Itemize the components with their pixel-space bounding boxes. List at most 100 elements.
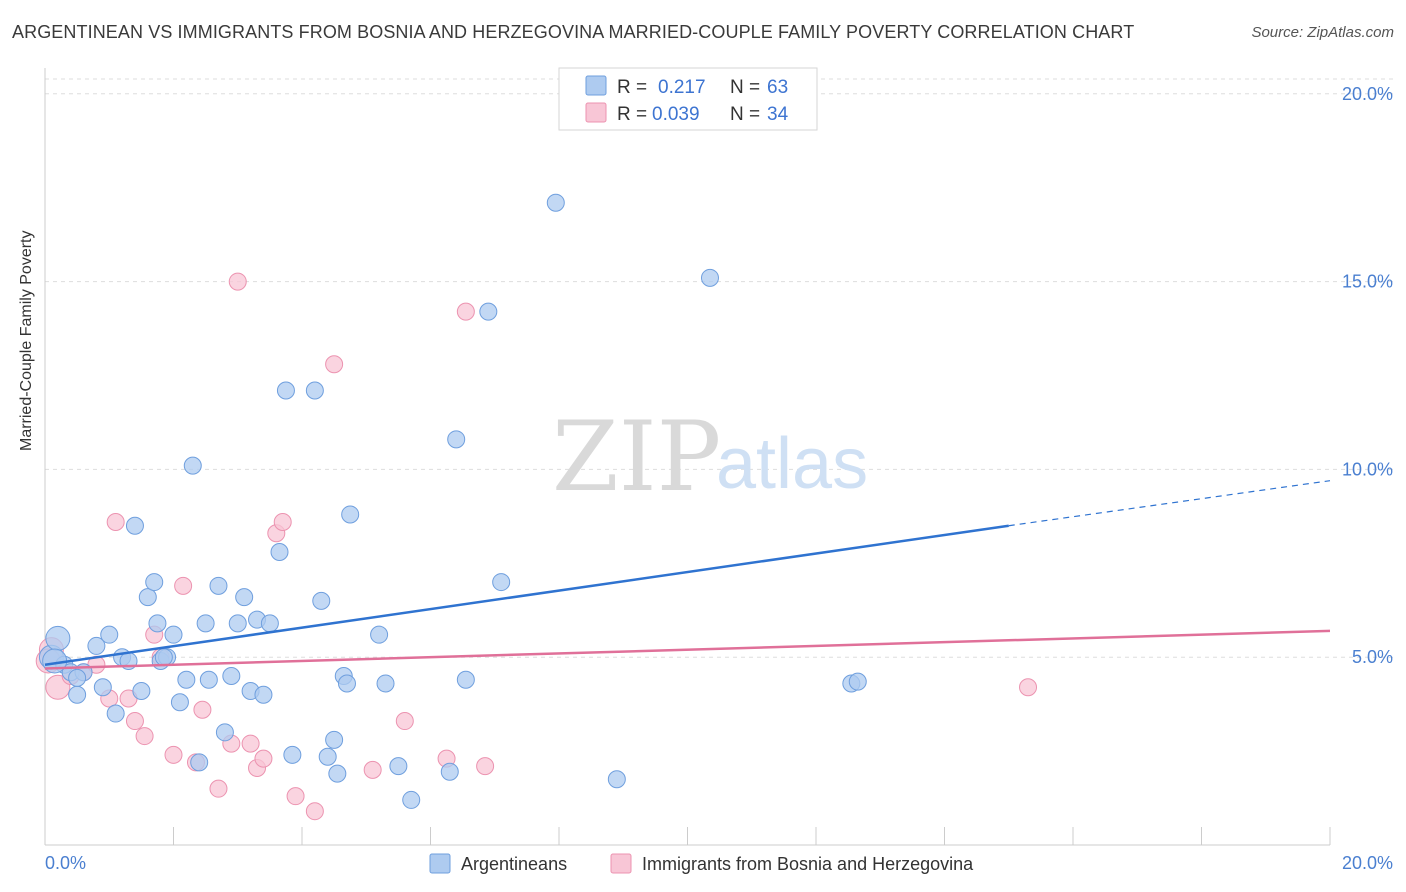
argentinean-point — [276, 381, 295, 400]
argentinean-point — [138, 588, 157, 607]
bosnia-point — [209, 779, 228, 798]
argentinean-point — [183, 456, 202, 475]
bosnia-point — [228, 272, 247, 291]
trend-lines — [44, 480, 1331, 670]
argentinean-point — [341, 505, 360, 524]
series-bosnia-points — [35, 272, 1038, 821]
argentinean-point — [492, 573, 511, 592]
bosnia-point — [241, 734, 260, 753]
argentinean-point — [164, 625, 183, 644]
argentinean-point — [479, 302, 498, 321]
argentinean-point — [607, 770, 626, 789]
argentinean-point — [318, 747, 337, 766]
argentinean-point — [546, 193, 565, 212]
legend-n-label-2: N = — [730, 104, 760, 125]
bottom-legend-label-bosnia: Immigrants from Bosnia and Herzegovina — [642, 854, 974, 874]
series-legend: Argentineans Immigrants from Bosnia and … — [429, 853, 974, 874]
legend-r-value-2: 0.039 — [652, 104, 700, 125]
bosnia-point — [273, 512, 292, 531]
argentinean-point — [376, 674, 395, 693]
x-tick-label-0: 0.0% — [45, 853, 86, 873]
bosnia-point — [193, 700, 212, 719]
argentinean-point — [254, 685, 273, 704]
grid-lines — [45, 78, 1395, 658]
bosnia-point — [305, 802, 324, 821]
argentinean-point — [148, 614, 167, 633]
argentinean-point — [154, 648, 173, 667]
bosnia-point — [135, 727, 154, 746]
argentinean-point — [312, 591, 331, 610]
argentinean-point — [222, 666, 241, 685]
argentinean-point — [305, 381, 324, 400]
bosnia-trend-line — [44, 629, 1331, 670]
legend-swatch-bosnia — [585, 102, 607, 123]
argentinean-point — [370, 625, 389, 644]
bosnia-point — [174, 576, 193, 595]
y-tick-label-3: 20.0% — [1342, 84, 1393, 104]
argentinean-point — [68, 685, 87, 704]
argentinean-point — [87, 636, 106, 655]
chart-title: ARGENTINEAN VS IMMIGRANTS FROM BOSNIA AN… — [12, 22, 1135, 42]
argentinean-point — [235, 588, 254, 607]
axes — [44, 68, 1331, 846]
bosnia-point — [325, 355, 344, 374]
argentinean-point — [337, 674, 356, 693]
bosnia-point — [395, 712, 414, 731]
argentinean-point — [68, 668, 87, 687]
argentinean-point — [93, 678, 112, 697]
argentinean-point — [700, 268, 719, 287]
tick-labels: 5.0% 10.0% 15.0% 20.0% 0.0% 20.0% — [45, 84, 1393, 873]
argentinean-point — [215, 723, 234, 742]
argentinean-point — [283, 745, 302, 764]
bosnia-point — [125, 712, 144, 731]
argentinean-point — [209, 576, 228, 595]
bosnia-point — [286, 787, 305, 806]
legend-n-value-1: 63 — [767, 77, 788, 98]
argentinean-point — [402, 790, 421, 809]
argentinean-point — [170, 693, 189, 712]
watermark-atlas: atlas — [716, 424, 868, 504]
bosnia-point — [1019, 678, 1038, 697]
argentineans-trend-extension — [1008, 480, 1331, 527]
legend-r-label-2: R = — [617, 104, 647, 125]
argentinean-point — [260, 614, 279, 633]
legend-n-value-2: 34 — [767, 104, 789, 125]
y-tick-label-0: 5.0% — [1352, 647, 1393, 667]
correlation-legend: R = 0.217 N = 63 R = 0.039 N = 34 — [558, 67, 818, 131]
bosnia-point — [476, 757, 495, 776]
bosnia-point — [164, 745, 183, 764]
legend-swatch-argentineans — [585, 75, 607, 96]
bosnia-point — [456, 302, 475, 321]
argentinean-point — [456, 670, 475, 689]
bottom-legend-swatch-argentineans — [429, 853, 451, 874]
argentinean-point — [328, 764, 347, 783]
argentinean-point — [440, 762, 459, 781]
argentinean-point — [270, 543, 289, 562]
argentinean-point — [447, 430, 466, 449]
argentinean-point — [106, 704, 125, 723]
bosnia-point — [254, 749, 273, 768]
bosnia-point — [363, 760, 382, 779]
x-tick-label-1: 20.0% — [1342, 853, 1393, 873]
source-note: Source: ZipAtlas.com — [1251, 24, 1394, 41]
argentineans-trend-line — [44, 524, 1009, 666]
argentinean-point — [199, 670, 218, 689]
argentinean-point — [190, 753, 209, 772]
legend-r-label-1: R = — [617, 77, 647, 98]
bottom-legend-label-argentineans: Argentineans — [461, 854, 567, 874]
watermark-zip: ZIP — [552, 401, 721, 513]
argentinean-point — [848, 672, 867, 691]
argentinean-point — [132, 682, 151, 700]
argentinean-point — [325, 730, 344, 749]
argentinean-point — [228, 614, 247, 633]
argentinean-point — [196, 614, 215, 633]
legend-n-label-1: N = — [730, 77, 760, 98]
argentinean-point — [45, 625, 71, 651]
legend-r-value-1: 0.217 — [658, 77, 706, 98]
bosnia-point — [106, 512, 125, 531]
argentinean-point — [100, 625, 119, 644]
y-tick-label-2: 15.0% — [1342, 272, 1393, 292]
watermark: ZIP atlas — [552, 401, 868, 513]
argentinean-point — [145, 573, 164, 592]
